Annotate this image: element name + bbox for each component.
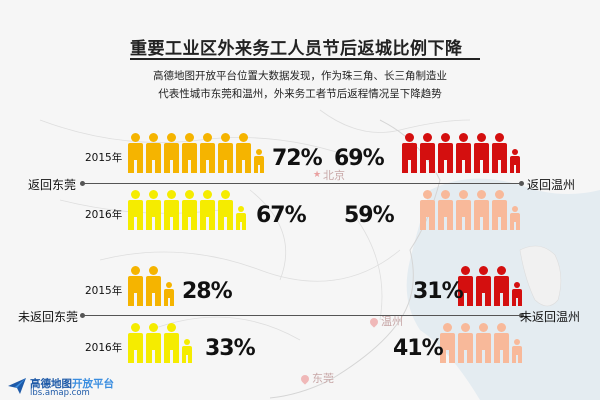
person-icon	[476, 266, 491, 306]
logo-name-part2: 开放平台	[72, 378, 114, 390]
person-icon	[200, 190, 215, 230]
person-icon	[218, 190, 233, 230]
person-small-icon	[236, 206, 246, 230]
separator-dot	[519, 313, 524, 318]
person-icon	[146, 323, 161, 363]
pictogram-wenzhou-not-return-2016	[434, 323, 522, 367]
person-icon	[128, 190, 143, 230]
subtitle-line-2: 代表性城市东莞和温州，外来务工者节后返程情况呈下降趋势	[158, 88, 442, 100]
person-icon	[402, 133, 417, 173]
person-small-icon	[164, 282, 174, 306]
person-icon	[164, 190, 179, 230]
year-label-2016-return: 2016年	[85, 209, 123, 221]
label-return-wenzhou: 返回温州	[527, 178, 576, 192]
person-icon	[420, 133, 435, 173]
map-label-beijing: 北京	[323, 169, 345, 182]
person-small-icon	[182, 339, 192, 363]
person-icon	[218, 133, 233, 173]
person-icon	[438, 190, 453, 230]
label-not-return-wenzhou: 未返回温州	[520, 310, 581, 324]
logo-url: lbs.amap.com	[30, 388, 90, 398]
page-title: 重要工业区外来务工人员节后返城比例下降	[130, 39, 463, 59]
not-return-separator-line	[82, 315, 522, 316]
person-icon	[492, 190, 507, 230]
pictogram-dongguan-not-return-2016	[128, 323, 198, 367]
person-small-icon	[510, 206, 520, 230]
person-icon	[420, 190, 435, 230]
logo-name: 高德地图开放平台	[30, 376, 114, 391]
person-icon	[456, 133, 471, 173]
person-icon	[128, 323, 143, 363]
pictogram-dongguan-not-return-2015	[128, 266, 188, 310]
separator-dot	[80, 181, 85, 186]
person-icon	[182, 133, 197, 173]
pictogram-dongguan-return-2016	[128, 190, 278, 234]
pct-wenzhou-return-2015: 69%	[334, 146, 385, 171]
logo-name-part1: 高德地图	[30, 378, 72, 390]
person-icon	[200, 133, 215, 173]
person-icon	[164, 133, 179, 173]
person-small-icon	[512, 339, 522, 363]
year-label-2015-return: 2015年	[85, 152, 123, 164]
person-icon	[146, 133, 161, 173]
label-return-dongguan: 返回东莞	[28, 178, 77, 192]
person-small-icon	[254, 149, 264, 173]
person-icon	[440, 323, 455, 363]
pictogram-wenzhou-return-2016	[398, 190, 520, 234]
return-separator-line	[82, 183, 522, 184]
person-icon	[458, 266, 473, 306]
person-small-icon	[510, 149, 520, 173]
person-icon	[438, 133, 453, 173]
person-icon	[182, 190, 197, 230]
year-label-2016-not-return: 2016年	[85, 342, 123, 354]
pct-dongguan-return-2016: 67%	[256, 203, 307, 228]
person-icon	[236, 133, 251, 173]
paper-plane-icon	[8, 378, 26, 394]
subtitle-line-1: 高德地图开放平台位置大数据发现，作为珠三角、长三角制造业	[153, 70, 447, 82]
pictogram-wenzhou-not-return-2015	[452, 266, 522, 310]
person-icon	[146, 266, 161, 306]
korea-peninsula	[519, 245, 562, 307]
person-icon	[492, 133, 507, 173]
person-icon	[474, 190, 489, 230]
label-not-return-dongguan: 未返回东莞	[18, 310, 79, 324]
person-icon	[476, 323, 491, 363]
person-icon	[474, 133, 489, 173]
pct-wenzhou-return-2016: 59%	[344, 203, 395, 228]
pictogram-wenzhou-return-2015	[380, 133, 520, 177]
person-small-icon	[512, 282, 522, 306]
person-icon	[164, 323, 179, 363]
pct-dongguan-not-return-2016: 33%	[205, 336, 256, 361]
person-icon	[458, 323, 473, 363]
year-label-2015-not-return: 2015年	[85, 285, 123, 297]
map-label-wenzhou: 温州	[381, 315, 403, 328]
amap-logo: 高德地图开放平台 lbs.amap.com	[8, 376, 128, 398]
title-underline	[130, 58, 480, 60]
separator-dot	[519, 181, 524, 186]
pct-dongguan-not-return-2015: 28%	[182, 279, 233, 304]
map-label-dongguan: 东莞	[312, 372, 334, 385]
pct-dongguan-return-2015: 72%	[272, 146, 323, 171]
separator-dot	[80, 313, 85, 318]
person-icon	[456, 190, 471, 230]
beijing-star-icon: ★	[313, 170, 322, 180]
person-icon	[494, 266, 509, 306]
pct-wenzhou-not-return-2015: 31%	[413, 279, 464, 304]
person-icon	[146, 190, 161, 230]
pictogram-dongguan-return-2015	[128, 133, 278, 177]
pct-wenzhou-not-return-2016: 41%	[393, 336, 444, 361]
person-icon	[494, 323, 509, 363]
person-icon	[128, 266, 143, 306]
person-icon	[128, 133, 143, 173]
